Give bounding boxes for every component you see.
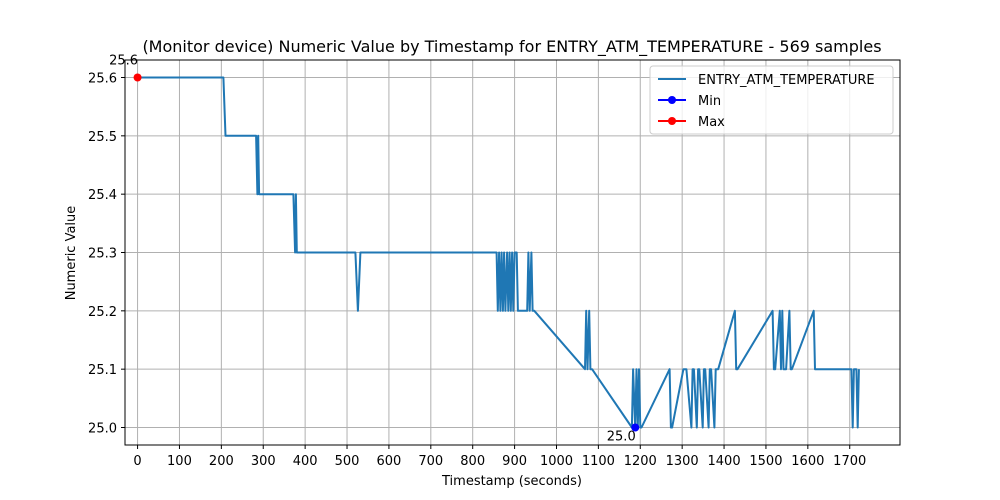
legend-max-label: Max <box>698 115 725 130</box>
y-axis-label: Numeric Value <box>64 206 79 301</box>
x-tick-label: 400 <box>293 454 318 469</box>
x-tick-label: 1200 <box>624 454 657 469</box>
legend-box <box>649 65 894 135</box>
marker-group: 25.0 25.6 <box>109 54 640 445</box>
x-tick-label: 1100 <box>582 454 615 469</box>
x-tick-label: 1600 <box>791 454 824 469</box>
y-tick-label: 25.6 <box>88 72 117 87</box>
x-tick-label: 1300 <box>666 454 699 469</box>
y-tick-label: 25.4 <box>88 188 117 203</box>
legend-max-marker <box>668 117 676 125</box>
y-tick-label: 25.3 <box>88 247 117 262</box>
y-axis-ticks: 25.0 25.1 25.2 25.3 25.4 25.5 25.6 <box>88 72 125 437</box>
max-point-label: 25.6 <box>109 54 138 69</box>
legend-series-label: ENTRY_ATM_TEMPERATURE <box>698 73 875 88</box>
max-point-marker <box>133 73 142 82</box>
x-tick-label: 700 <box>418 454 443 469</box>
x-tick-label: 100 <box>167 454 192 469</box>
x-tick-label: 1700 <box>833 454 866 469</box>
y-tick-label: 25.0 <box>88 422 117 437</box>
x-tick-label: 300 <box>251 454 276 469</box>
y-tick-label: 25.2 <box>88 305 117 320</box>
y-tick-label: 25.1 <box>88 363 117 378</box>
y-tick-label: 25.5 <box>88 130 117 145</box>
legend: ENTRY_ATM_TEMPERATURE Min Max <box>649 65 894 135</box>
chart-title: (Monitor device) Numeric Value by Timest… <box>142 37 881 57</box>
plot-frame <box>124 59 901 446</box>
x-axis-label: Timestamp (seconds) <box>441 474 582 489</box>
x-tick-label: 900 <box>502 454 527 469</box>
x-tick-label: 0 <box>133 454 141 469</box>
x-axis-ticks: 0 100 200 300 400 500 600 700 800 900 1000 1100 1200… <box>133 445 866 469</box>
min-point-marker <box>631 423 640 432</box>
x-tick-label: 800 <box>460 454 485 469</box>
x-tick-label: 600 <box>377 454 402 469</box>
legend-min-marker <box>668 96 676 104</box>
x-tick-label: 200 <box>209 454 234 469</box>
x-tick-label: 1500 <box>749 454 782 469</box>
series-line-group <box>137 76 860 429</box>
x-tick-label: 500 <box>335 454 360 469</box>
legend-min-label: Min <box>698 94 721 109</box>
x-tick-label: 1000 <box>540 454 573 469</box>
x-tick-label: 1400 <box>708 454 741 469</box>
series-entry-atm-temperature-line <box>137 76 860 429</box>
min-point-label: 25.0 <box>607 430 636 445</box>
